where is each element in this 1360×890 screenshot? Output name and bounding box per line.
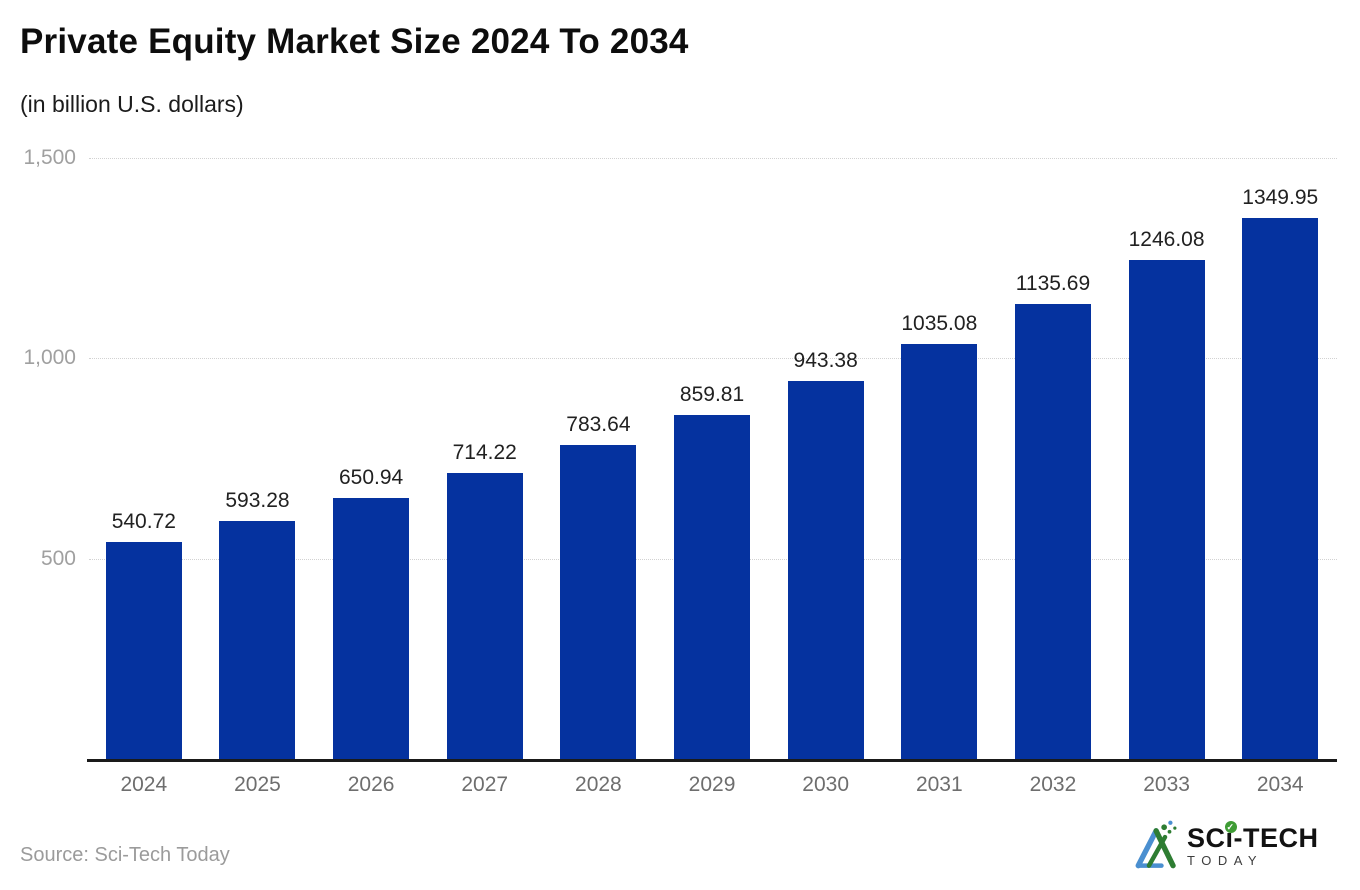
x-tick-label-2024: 2024 [120,773,168,796]
bar-2025 [219,521,296,759]
chart-title: Private Equity Market Size 2024 To 2034 [20,22,689,61]
bar-2031 [901,344,978,759]
bar-2034 [1242,218,1319,759]
x-tick-label-2030: 2030 [802,773,850,796]
x-tick-label-2029: 2029 [688,773,736,796]
bar-slot-2028: 783.64 [542,158,656,759]
y-tick-label-1000: 1,000 [23,346,76,370]
bar-slot-2031: 1035.08 [882,158,996,759]
plot-area: 540.72 593.28 650.94 714.22 783.64 859.81 943.… [87,158,1337,762]
bar-slot-2024: 540.72 [87,158,201,759]
x-tick-label-2026: 2026 [347,773,395,796]
value-label-2030: 943.38 [793,349,858,373]
chart-subtitle: (in billion U.S. dollars) [20,91,244,117]
bar-slot-2034: 1349.95 [1223,158,1337,759]
logo-today-text: TODAY [1187,853,1264,868]
x-tick-label-2031: 2031 [915,773,963,796]
bar-2028 [560,445,637,759]
bar-2029 [674,414,751,759]
bar-2032 [1014,303,1091,759]
bar-2030 [787,381,864,759]
value-label-2031: 1035.08 [901,312,978,336]
value-label-2033: 1246.08 [1128,227,1205,251]
bar-2033 [1128,259,1205,759]
bar-slot-2027: 714.22 [428,158,542,759]
value-label-2024: 540.72 [111,510,176,534]
scitech-logo-mark-icon [1135,820,1177,869]
x-axis: 2024 2025 2026 2027 2028 2029 2030 2031 2032 2033… [87,773,1337,797]
bar-slot-2025: 593.28 [201,158,315,759]
value-label-2028: 783.64 [566,413,631,437]
logo-brand-right: -TECH [1233,823,1319,853]
bar-slot-2032: 1135.69 [996,158,1110,759]
value-label-2029: 859.81 [679,382,745,406]
y-axis: 1,500 1,000 500 [0,146,76,759]
value-label-2032: 1135.69 [1015,271,1091,295]
gridline-1000 [89,358,1337,360]
source-note: Source: Sci-Tech Today [20,844,230,866]
bar-2024 [105,542,182,759]
bars-container: 540.72 593.28 650.94 714.22 783.64 859.81 943.… [87,158,1337,759]
gridline-1500 [89,158,1337,159]
value-label-2026: 650.94 [338,466,404,490]
value-label-2034: 1349.95 [1242,186,1319,210]
logo-i-stem: ı [1225,823,1234,853]
logo-brand-line: SCı ✓ -TECH [1187,821,1319,853]
x-tick-label-2032: 2032 [1029,773,1077,796]
logo-brand-left: SC [1187,823,1226,853]
value-label-2027: 714.22 [452,440,517,464]
x-tick-label-2027: 2027 [461,773,509,796]
x-tick-label-2025: 2025 [234,773,281,796]
y-tick-label-1500: 1,500 [23,146,76,169]
scitech-logo: SCı ✓ -TECH TODAY [1132,818,1319,874]
bar-slot-2030: 943.38 [769,158,883,759]
value-label-2025: 593.28 [225,489,290,513]
logo-brand-i: ı ✓ [1224,821,1237,853]
bar-slot-2029: 859.81 [655,158,769,759]
y-tick-label-500: 500 [40,546,76,570]
bar-2027 [446,472,523,759]
x-tick-label-2033: 2033 [1143,773,1190,796]
x-tick-label-2034: 2034 [1256,773,1304,796]
bar-slot-2026: 650.94 [314,158,428,759]
logo-text: SCı ✓ -TECH TODAY [1187,821,1319,868]
bar-2026 [333,498,410,759]
bar-slot-2033: 1246.08 [1110,158,1224,759]
x-tick-label-2028: 2028 [575,773,622,796]
check-icon: ✓ [1224,821,1237,833]
